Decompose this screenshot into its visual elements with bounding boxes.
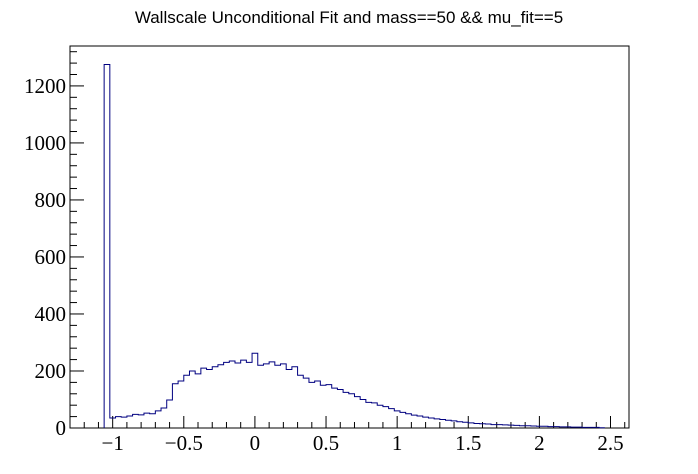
y-tick-label: 200 — [35, 359, 67, 383]
y-axis-labels: 0 200 400 600 800 1000 1200 — [24, 74, 66, 440]
x-tick-label: −1 — [101, 431, 123, 455]
x-tick-label: 1.5 — [455, 431, 481, 455]
histogram-series — [103, 64, 605, 429]
x-tick-label: 0 — [250, 431, 261, 455]
x-tick-label: 2 — [534, 431, 545, 455]
y-tick-label: 0 — [56, 416, 67, 440]
x-tick-label: 2.5 — [597, 431, 623, 455]
y-tick-label: 400 — [35, 302, 67, 326]
y-tick-label: 1200 — [24, 74, 66, 98]
plot-frame — [69, 45, 630, 429]
y-tick-label: 800 — [35, 188, 67, 212]
y-tick-label: 600 — [35, 245, 67, 269]
chart-title: Wallscale Unconditional Fit and mass==50… — [135, 8, 563, 27]
x-tick-label: 0.5 — [313, 431, 339, 455]
axis-ticks — [69, 51, 626, 429]
y-tick-label: 1000 — [24, 131, 66, 155]
x-tick-label: −0.5 — [165, 431, 203, 455]
x-axis-labels: −1 −0.5 0 0.5 1 1.5 2 2.5 — [101, 431, 623, 455]
x-tick-label: 1 — [392, 431, 403, 455]
